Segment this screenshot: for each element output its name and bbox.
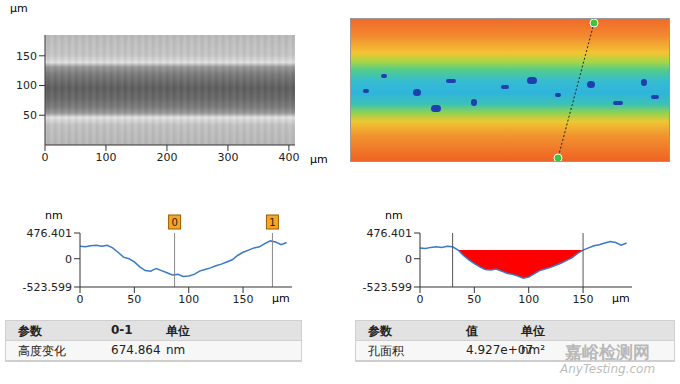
html-text:4.927e+07: 4.927e+07	[466, 343, 534, 357]
html-text:nm: nm	[385, 209, 403, 222]
html-text:AnyTesting.com: AnyTesting.com	[560, 362, 656, 376]
html-text:参数: 参数	[18, 324, 42, 338]
svg-text:476.401: 476.401	[27, 227, 73, 240]
html-text:嘉峪检测网: 嘉峪检测网	[565, 342, 650, 362]
html-text:µm: µm	[310, 153, 328, 166]
html-text:高度变化: 高度变化	[18, 344, 66, 358]
svg-text:100: 100	[95, 151, 116, 164]
svg-text:-523.599: -523.599	[23, 281, 72, 294]
html-text:参数: 参数	[368, 324, 392, 338]
svg-text:50: 50	[23, 109, 37, 122]
svg-text:150: 150	[573, 293, 594, 306]
svg-text:0: 0	[65, 253, 72, 266]
html-text:µm: µm	[10, 2, 28, 15]
html-text:孔面积: 孔面积	[368, 344, 404, 358]
svg-text:-523.599: -523.599	[363, 281, 412, 294]
html-text:值: 值	[466, 324, 478, 338]
html-text:单位: 单位	[166, 324, 190, 338]
svg-text:1: 1	[269, 217, 275, 228]
html-text:µm: µm	[272, 292, 290, 305]
svg-text:0: 0	[42, 151, 49, 164]
svg-text:0: 0	[171, 217, 177, 228]
svg-text:100: 100	[518, 293, 539, 306]
svg-text:0: 0	[77, 293, 84, 306]
svg-text:100: 100	[178, 293, 199, 306]
svg-text:476.401: 476.401	[367, 227, 413, 240]
html-text:nm: nm	[166, 343, 186, 357]
svg-text:50: 50	[127, 293, 141, 306]
svg-text:0: 0	[405, 253, 412, 266]
svg-text:200: 200	[156, 151, 177, 164]
html-text:单位: 单位	[521, 324, 545, 338]
html-text:0-1: 0-1	[111, 323, 133, 337]
svg-text:400: 400	[278, 151, 299, 164]
html-text:nm: nm	[45, 209, 63, 222]
svg-text:300: 300	[217, 151, 238, 164]
svg-text:50: 50	[467, 293, 481, 306]
html-text:nm²: nm²	[521, 343, 546, 357]
html-text:µm: µm	[612, 292, 630, 305]
svg-text:0: 0	[417, 293, 424, 306]
html-text:674.864: 674.864	[111, 343, 161, 357]
svg-text:150: 150	[16, 50, 37, 63]
svg-text:100: 100	[16, 79, 37, 92]
svg-text:150: 150	[233, 293, 254, 306]
